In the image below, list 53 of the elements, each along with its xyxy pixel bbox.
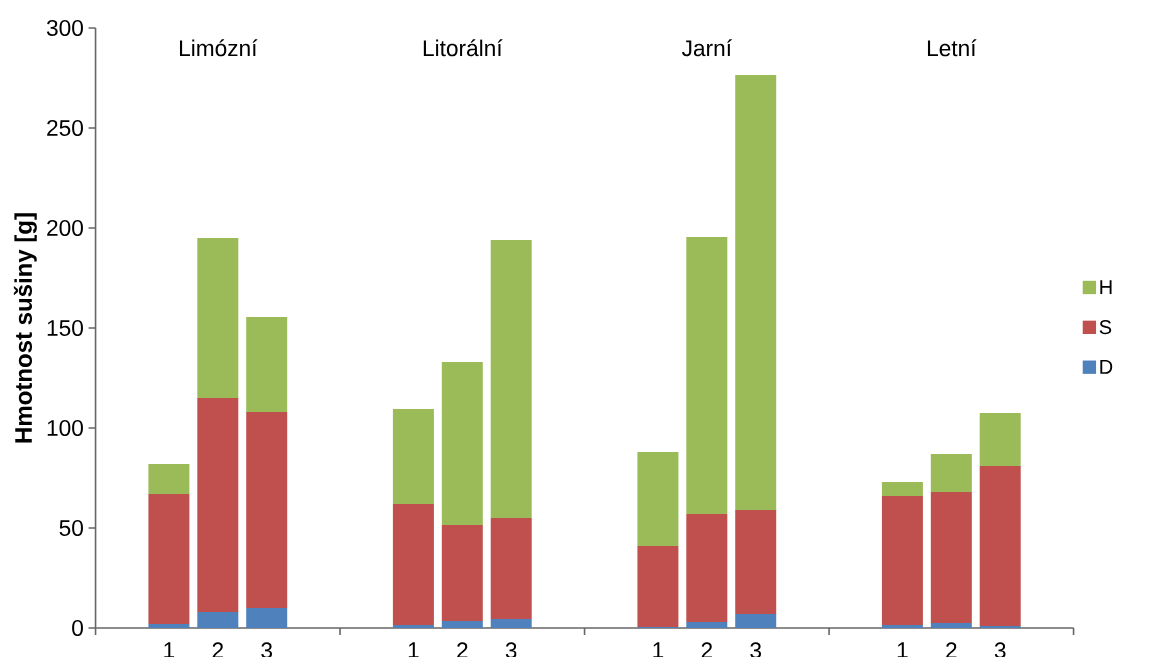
bar [881, 496, 923, 625]
bar [392, 625, 434, 628]
bar [735, 614, 777, 628]
bar [490, 518, 532, 619]
annotation: Limózní [179, 39, 258, 57]
bar [735, 74, 777, 510]
bar [197, 237, 239, 398]
legend-label: S [1099, 320, 1112, 335]
y-tick-label: 250 [47, 119, 83, 137]
x-tick-label: 1 [897, 642, 908, 657]
bar [441, 362, 483, 525]
bar [246, 412, 288, 608]
legend-label: H [1100, 280, 1112, 295]
y-axis-title: Hmotnost sušiny [g] [13, 213, 37, 443]
y-tick-label: 300 [46, 19, 83, 37]
bar [735, 510, 777, 614]
bar [637, 546, 679, 627]
bar [490, 240, 532, 518]
x-tick-label: 1 [653, 642, 664, 657]
y-tick-label: 100 [47, 419, 83, 437]
annotation: Jarní [681, 39, 732, 57]
bar [637, 452, 679, 546]
bar [881, 482, 923, 496]
x-tick-label: 1 [408, 642, 419, 657]
y-tick-label: 0 [72, 619, 83, 637]
bar [930, 492, 972, 623]
bar [441, 525, 483, 621]
bar [246, 608, 288, 628]
y-tick-label: 200 [47, 219, 83, 237]
bar [148, 494, 190, 624]
bar [148, 624, 190, 628]
bar [930, 623, 972, 628]
bar [881, 625, 923, 628]
bar [392, 504, 434, 625]
annotation: Letní [927, 39, 977, 57]
bar [979, 466, 1021, 626]
bar [930, 454, 972, 492]
y-tick-label: 150 [47, 319, 83, 337]
bar [686, 514, 728, 622]
bar [490, 619, 532, 628]
x-tick-label: 1 [164, 642, 175, 657]
bar [441, 621, 483, 628]
y-tick-label: 50 [59, 519, 83, 537]
legend-label: D [1100, 359, 1113, 374]
annotation: Litorální [423, 39, 503, 57]
bar [686, 622, 728, 628]
bar [148, 464, 190, 494]
bar [197, 612, 239, 628]
bar [197, 398, 239, 612]
bar [246, 317, 288, 412]
bar [392, 409, 434, 504]
bar [686, 236, 728, 514]
bar [979, 413, 1021, 466]
